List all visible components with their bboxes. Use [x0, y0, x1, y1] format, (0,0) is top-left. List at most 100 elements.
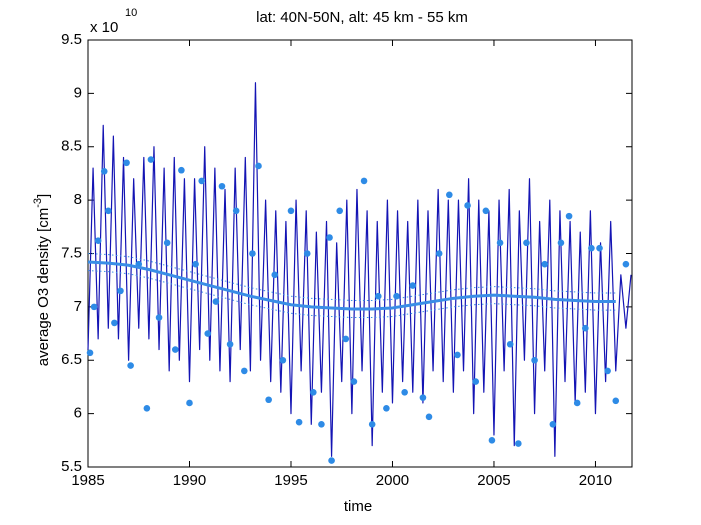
data-point: [240, 367, 248, 375]
data-point: [186, 399, 193, 407]
data-point: [265, 396, 272, 404]
data-point: [401, 388, 408, 396]
data-point: [147, 156, 155, 163]
data-point: [565, 212, 573, 220]
data-point: [255, 162, 262, 170]
data-point: [482, 207, 490, 215]
data-point: [604, 367, 611, 375]
data-point: [506, 340, 514, 348]
x-tick-label: 1985: [71, 472, 104, 489]
data-point: [123, 159, 130, 167]
data-point: [90, 303, 98, 311]
data-point: [557, 239, 565, 247]
y-tick-label: 7.5: [61, 244, 82, 261]
x-tick-label: 2005: [477, 472, 510, 489]
x-tick-label: 1990: [173, 472, 206, 489]
plot-area: [87, 39, 633, 468]
data-point: [612, 397, 620, 405]
y-multiplier: x 10: [90, 19, 118, 36]
data-point: [328, 457, 335, 464]
data-point: [383, 404, 390, 412]
data-point: [271, 271, 279, 279]
data-point: [342, 335, 350, 343]
data-point: [104, 207, 112, 215]
y-tick-label: 9.5: [61, 31, 82, 48]
data-point: [86, 349, 94, 357]
data-point: [212, 298, 220, 305]
y-axis-label: average O3 density [cm-3]: [32, 194, 52, 366]
data-point: [117, 287, 124, 295]
data-point: [472, 378, 480, 385]
data-point: [192, 260, 199, 268]
data-point: [523, 239, 530, 247]
confidence-line: [87, 270, 616, 319]
data-point: [326, 234, 333, 241]
data-point: [425, 413, 433, 421]
data-point: [549, 421, 557, 428]
data-point: [143, 404, 151, 412]
data-point: [435, 250, 443, 257]
data-point: [249, 250, 256, 257]
data-point: [318, 421, 325, 428]
data-point: [163, 239, 171, 247]
confidence-line: [87, 253, 616, 301]
data-point: [350, 378, 358, 385]
data-point: [541, 260, 549, 268]
data-point: [368, 421, 376, 428]
data-point: [232, 207, 240, 215]
data-point: [515, 440, 522, 447]
y-tick-label: 7: [74, 298, 82, 315]
data-point: [588, 244, 595, 252]
data-point: [573, 399, 581, 407]
x-tick-label: 2010: [579, 472, 612, 489]
data-point: [622, 260, 630, 268]
y-axis-label-end: ]: [35, 194, 52, 198]
data-point: [226, 340, 234, 348]
data-point: [204, 330, 212, 337]
data-point: [360, 177, 368, 185]
data-point: [488, 437, 496, 444]
data-point: [303, 250, 311, 257]
data-point: [218, 182, 226, 190]
data-point: [582, 324, 589, 332]
data-point: [419, 394, 427, 401]
data-point: [464, 202, 471, 209]
data-point: [100, 168, 108, 175]
data-point: [155, 314, 163, 321]
y-tick-label: 5.5: [61, 458, 82, 475]
data-point: [178, 166, 185, 174]
x-tick-label: 1995: [274, 472, 307, 489]
data-point: [287, 207, 295, 215]
chart-title: lat: 40N-50N, alt: 45 km - 55 km: [256, 9, 468, 26]
y-tick-label: 6: [74, 405, 82, 422]
y-multiplier-exp: 10: [125, 7, 137, 19]
data-point: [454, 351, 461, 359]
y-tick-label: 9: [74, 84, 82, 101]
data-point: [336, 207, 344, 215]
x-tick-label: 2000: [376, 472, 409, 489]
data-point: [310, 388, 317, 396]
data-point: [374, 292, 382, 300]
data-point: [94, 237, 102, 244]
y-axis-label-sup: -3: [32, 198, 44, 208]
data-point: [531, 356, 538, 364]
data-point: [279, 356, 287, 364]
data-point: [111, 319, 118, 327]
data-point: [295, 418, 303, 426]
data-line: [87, 260, 616, 311]
y-axis-label-main: average O3 density [cm: [35, 208, 52, 366]
x-axis-label: time: [344, 498, 372, 515]
data-point: [171, 346, 179, 353]
data-point: [127, 362, 134, 369]
y-tick-label: 8: [74, 191, 82, 208]
data-point: [496, 239, 504, 247]
data-point: [393, 292, 400, 300]
data-point: [198, 177, 205, 185]
data-line: [87, 82, 632, 457]
data-point: [596, 244, 603, 252]
data-point: [446, 191, 453, 199]
y-tick-label: 6.5: [61, 351, 82, 368]
data-point: [409, 282, 417, 289]
